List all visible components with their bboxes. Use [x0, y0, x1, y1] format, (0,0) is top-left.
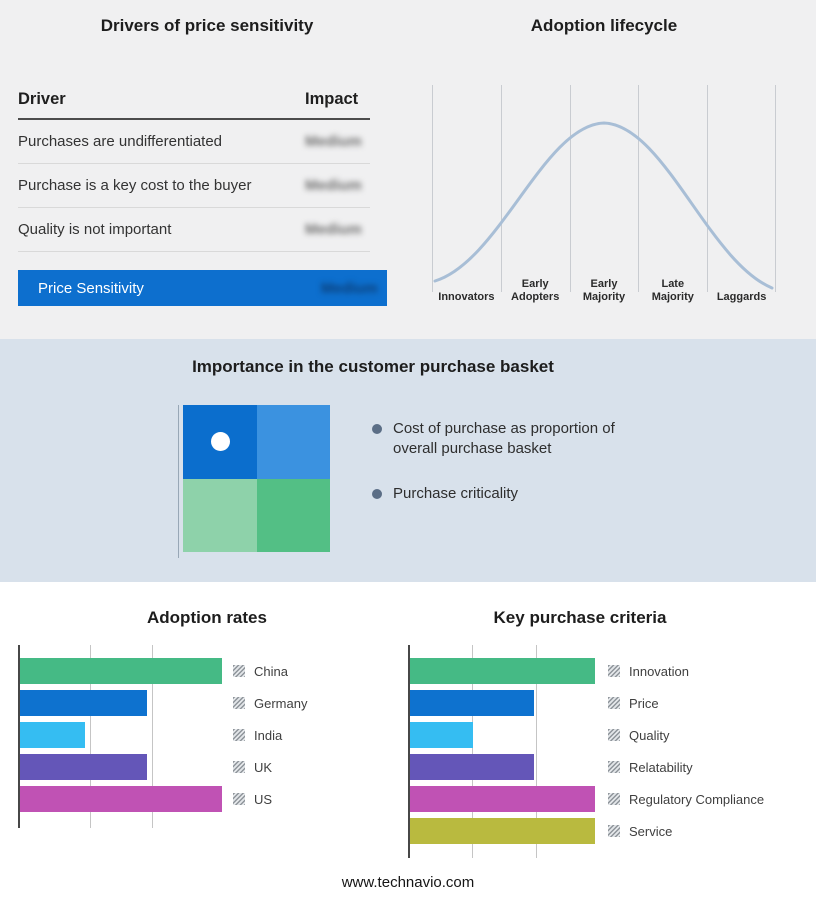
quadrant-top-right [256, 405, 330, 479]
driver-row: Quality is not important Medium [18, 208, 370, 252]
drivers-panel-title: Drivers of price sensitivity [100, 16, 314, 35]
bar-germany [20, 690, 148, 716]
bullet-text: Cost of purchase as proportion of overal… [393, 420, 615, 458]
driver-row: Purchases are undifferentiated Medium [18, 120, 370, 164]
column-header-driver: Driver [18, 90, 66, 108]
gridline [775, 85, 776, 292]
purchase-basket-section: Importance in the customer purchase bask… [0, 339, 816, 582]
driver-label: Quality is not important [18, 221, 172, 238]
stage-early-adopters: Early Adopters [511, 277, 560, 303]
bar-relatability [410, 754, 534, 780]
stage-innovators: Innovators [438, 290, 495, 303]
lifecycle-stage-labels: Innovators Early Adopters Early Majority… [432, 268, 776, 304]
legend-swatch-icon [608, 793, 620, 805]
bullet-text: Purchase criticality [393, 484, 519, 502]
bar-uk [20, 754, 148, 780]
legend-swatch-icon [608, 825, 620, 837]
impact-value-redacted: Medium [305, 177, 362, 194]
column-header-impact: Impact [305, 90, 359, 108]
bottom-section: Adoption rates Key purchase criteria Chi… [0, 582, 816, 902]
adoption-rates-legend: China Germany India UK US [233, 655, 307, 815]
legend-item-innovation: Innovation [608, 655, 764, 687]
legend-swatch-icon [233, 729, 245, 741]
website-url: www.technavio.com [341, 874, 475, 891]
legend-swatch-icon [608, 697, 620, 709]
gridline [707, 85, 709, 292]
adoption-rates-chart [18, 645, 230, 828]
quadrant-top-left [183, 405, 257, 479]
legend-item-uk: UK [233, 751, 307, 783]
bullet-icon [372, 488, 382, 499]
top-section: Drivers of price sensitivity Driver Impa… [0, 0, 816, 339]
bar-china [20, 658, 222, 684]
quadrant-marker-dot [211, 432, 230, 451]
key-criteria-title: Key purchase criteria [493, 608, 667, 627]
legend-item-india: India [233, 719, 307, 751]
quadrant-bottom-left [183, 478, 257, 552]
bar-service [410, 818, 595, 844]
price-sensitivity-label: Price Sensitivity [38, 279, 144, 297]
gridline [536, 645, 537, 858]
bar-regulatory-compliance [410, 786, 595, 812]
basket-bullet-list: Cost of purchase as proportion of overal… [372, 419, 640, 528]
legend-item-germany: Germany [233, 687, 307, 719]
impact-value-redacted: Medium [305, 221, 362, 238]
legend-item-us: US [233, 783, 307, 815]
bar-group [20, 658, 222, 818]
bullet-item: Purchase criticality [372, 484, 640, 504]
gridline [152, 645, 153, 828]
impact-value-redacted: Medium [305, 133, 362, 150]
legend-swatch-icon [233, 793, 245, 805]
gridline [90, 645, 91, 828]
bullet-icon [372, 424, 382, 434]
key-criteria-chart [408, 645, 613, 858]
impact-value-redacted: Medium [321, 279, 378, 297]
lifecycle-panel-title: Adoption lifecycle [530, 16, 678, 35]
legend-item-service: Service [608, 815, 764, 847]
key-criteria-legend: Innovation Price Quality Relatability Re… [608, 655, 764, 847]
drivers-table-header: Driver Impact [18, 90, 370, 120]
legend-swatch-icon [233, 697, 245, 709]
stage-late-majority: Late Majority [651, 277, 694, 303]
bell-curve [433, 121, 774, 290]
quadrant-graphic [183, 405, 330, 552]
y-axis [18, 645, 20, 828]
gridline [432, 85, 433, 292]
bar-innovation [410, 658, 595, 684]
legend-item-china: China [233, 655, 307, 687]
gridline [638, 85, 640, 292]
bar-india [20, 722, 85, 748]
legend-swatch-icon [608, 729, 620, 741]
adoption-rates-title: Adoption rates [147, 608, 267, 627]
drivers-table: Driver Impact Purchases are undifferenti… [18, 90, 370, 252]
legend-item-quality: Quality [608, 719, 764, 751]
legend-swatch-icon [608, 665, 620, 677]
driver-label: Purchases are undifferentiated [18, 133, 223, 150]
bar-price [410, 690, 534, 716]
quadrant-bottom-right [256, 478, 330, 552]
price-sensitivity-banner: Price Sensitivity Medium [18, 270, 387, 306]
legend-item-regulatory-compliance: Regulatory Compliance [608, 783, 764, 815]
bar-group [410, 658, 595, 850]
legend-item-price: Price [608, 687, 764, 719]
driver-row: Purchase is a key cost to the buyer Medi… [18, 164, 370, 208]
bullet-item: Cost of purchase as proportion of overal… [372, 419, 640, 460]
legend-swatch-icon [233, 761, 245, 773]
gridline [500, 85, 502, 292]
y-axis [408, 645, 410, 858]
adoption-lifecycle-chart [432, 85, 776, 292]
bar-us [20, 786, 222, 812]
gridline [569, 85, 571, 292]
basket-title: Importance in the customer purchase bask… [192, 357, 554, 376]
legend-item-relatability: Relatability [608, 751, 764, 783]
gridline [472, 645, 473, 858]
bar-quality [410, 722, 473, 748]
legend-swatch-icon [608, 761, 620, 773]
driver-label: Purchase is a key cost to the buyer [18, 177, 252, 194]
legend-swatch-icon [233, 665, 245, 677]
quadrant-axis-line [178, 405, 179, 558]
stage-laggards: Laggards [716, 290, 767, 303]
stage-early-majority: Early Majority [582, 277, 626, 303]
